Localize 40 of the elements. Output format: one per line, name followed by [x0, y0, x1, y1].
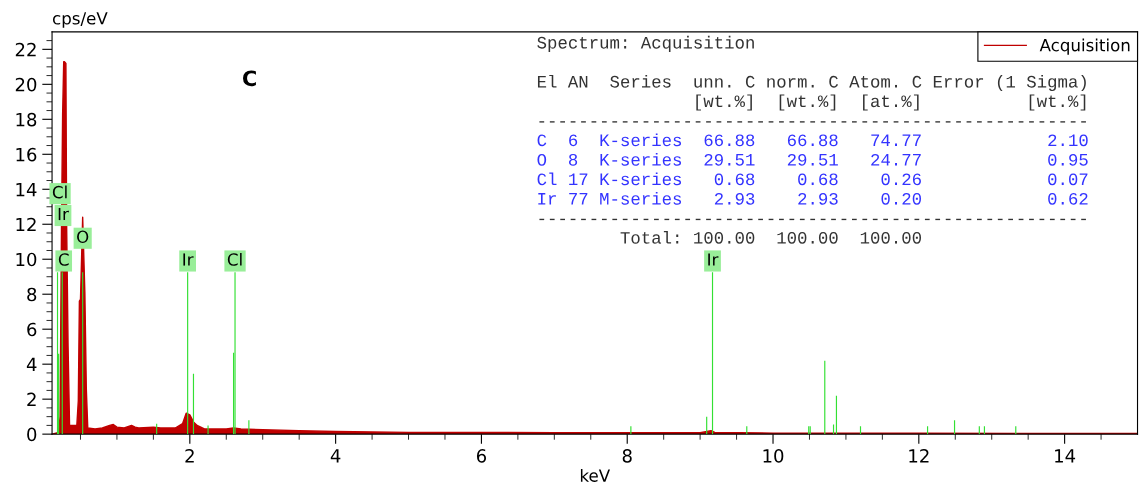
x-tick-label: 8	[622, 449, 632, 463]
y-axis-title: cps/eV	[52, 12, 108, 28]
annotation: El AN Series unn. C norm. C Atom. C Error (1 Sigma)	[537, 74, 1086, 92]
annotation: Ir	[708, 253, 719, 266]
annotation: O 8 K-series 29.51 29.51 24.77 0.95	[537, 152, 1088, 166]
legend-label: Acquisition	[1039, 38, 1130, 55]
y-tick-label: 12	[16, 217, 36, 232]
annotation: [wt.%] [wt.%] [at.%] [wt.%]	[696, 94, 1086, 111]
x-tick-label: 12	[909, 449, 929, 463]
annotation: Cl 17 K-series 0.68 0.68 0.26 0.07	[537, 172, 1088, 186]
annotation: Cl	[52, 185, 67, 199]
annotation: Ir 77 M-series 2.93 2.93 0.20 0.62	[538, 191, 1088, 205]
y-tick-label: 0	[27, 427, 37, 442]
x-tick-label: 6	[476, 449, 487, 463]
annotation: Ir	[183, 253, 194, 266]
x-tick-label: 4	[330, 449, 341, 463]
annotation: -----------------------------------------------------	[539, 121, 1086, 123]
x-axis-title: keV	[580, 468, 610, 482]
annotation: -----------------------------------------------------	[539, 218, 1086, 221]
y-tick-label: 20	[15, 77, 37, 92]
y-tick-label: 10	[16, 252, 37, 267]
x-tick-label: 10	[763, 449, 784, 463]
annotation: Cl	[227, 252, 242, 266]
annotation: Total: 100.00 100.00 100.00	[620, 230, 922, 244]
x-tick-label: 2	[185, 449, 194, 463]
y-tick-label: 16	[16, 147, 37, 162]
annotation: C 6 K-series 66.88 66.88 74.77 2.10	[537, 133, 1088, 147]
y-tick-label: 22	[15, 42, 36, 57]
annotation: O	[77, 230, 89, 244]
annotation: C	[58, 253, 69, 266]
y-tick-label: 6	[27, 322, 37, 337]
y-tick-label: 14	[16, 182, 37, 197]
text: C	[243, 70, 256, 87]
y-tick-label: 18	[16, 112, 37, 127]
y-tick-label: 2	[27, 392, 36, 407]
x-tick-label: 14	[1055, 449, 1076, 463]
y-tick-label: 8	[27, 287, 37, 302]
annotation: Ir	[58, 207, 69, 221]
annotation: Spectrum: Acquisition	[537, 35, 754, 53]
y-tick-label: 4	[26, 357, 37, 372]
